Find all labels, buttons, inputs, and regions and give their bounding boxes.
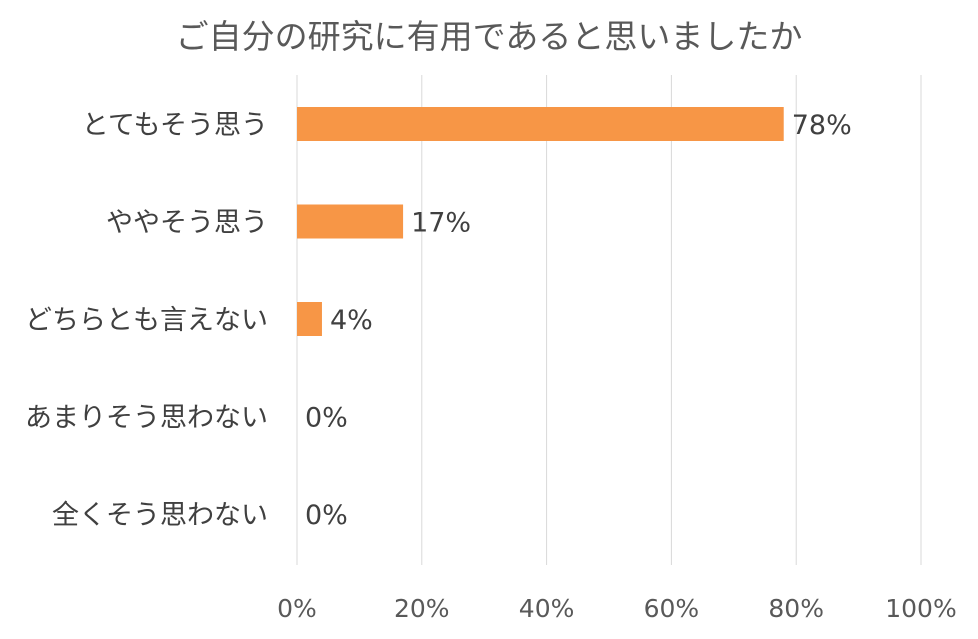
x-tick-label: 20% [394, 594, 450, 623]
bars [297, 107, 784, 336]
x-axis-tick-labels: 0% 20% 40% 60% 80% 100% [277, 594, 957, 623]
data-label: 0% [305, 500, 348, 531]
x-tick-label: 40% [519, 594, 575, 623]
category-label: とてもそう思う [82, 110, 268, 141]
bar [297, 107, 784, 141]
category-label: ややそう思う [106, 208, 268, 239]
bar [297, 204, 404, 239]
x-tick-label: 80% [768, 594, 824, 623]
x-tick-label: 0% [277, 594, 317, 623]
data-label: 4% [330, 305, 373, 336]
chart-title: ご自分の研究に有用であると思いましたか [176, 17, 803, 56]
x-tick-label: 60% [644, 594, 700, 623]
x-tick-label: 100% [885, 594, 956, 623]
category-label: 全くそう思わない [52, 500, 268, 531]
data-label: 17% [411, 208, 471, 239]
data-label: 78% [792, 110, 852, 141]
bar [297, 302, 322, 336]
data-labels: 78% 17% 4% 0% 0% [305, 110, 852, 531]
data-label: 0% [305, 403, 348, 434]
category-label: どちらとも言えない [25, 305, 268, 336]
gridlines [296, 75, 922, 565]
category-label: あまりそう思わない [25, 403, 268, 434]
